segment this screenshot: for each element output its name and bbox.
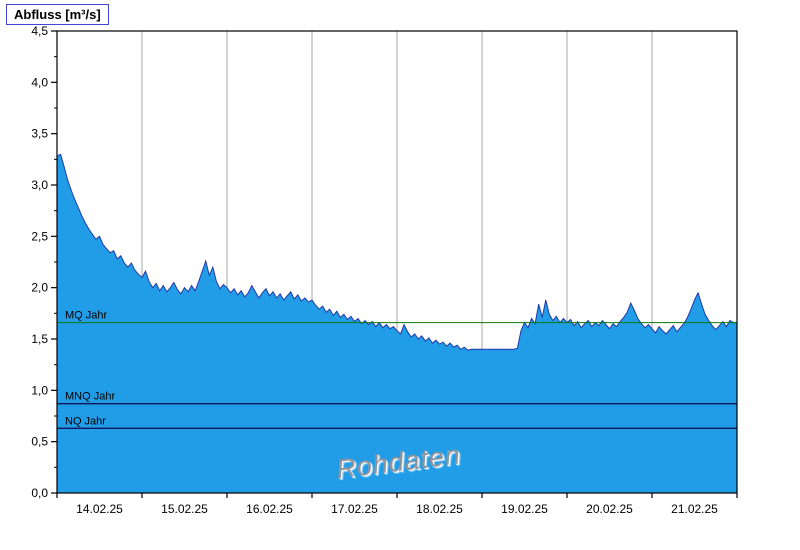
reference-label: MNQ Jahr (65, 391, 115, 403)
chart-title: Abfluss [m³/s] (6, 4, 109, 25)
x-tick-label: 14.02.25 (76, 502, 123, 516)
x-tick-label: 20.02.25 (586, 502, 633, 516)
y-tick-label: 4,5 (31, 24, 48, 38)
y-tick-label: 1,5 (31, 332, 48, 346)
x-tick-label: 16.02.25 (246, 502, 293, 516)
x-tick-label: 17.02.25 (331, 502, 378, 516)
y-tick-label: 4,0 (31, 75, 48, 89)
y-tick-label: 2,0 (31, 281, 48, 295)
reference-label: MQ Jahr (65, 310, 108, 322)
reference-label: NQ Jahr (65, 415, 106, 427)
x-tick-label: 15.02.25 (161, 502, 208, 516)
y-tick-label: 0,5 (31, 435, 48, 449)
x-tick-label: 19.02.25 (501, 502, 548, 516)
y-tick-label: 1,0 (31, 383, 48, 397)
y-tick-label: 3,5 (31, 127, 48, 141)
x-tick-label: 21.02.25 (671, 502, 718, 516)
y-tick-label: 2,5 (31, 229, 48, 243)
x-tick-label: 18.02.25 (416, 502, 463, 516)
y-tick-label: 0,0 (31, 486, 48, 500)
y-tick-label: 3,0 (31, 178, 48, 192)
